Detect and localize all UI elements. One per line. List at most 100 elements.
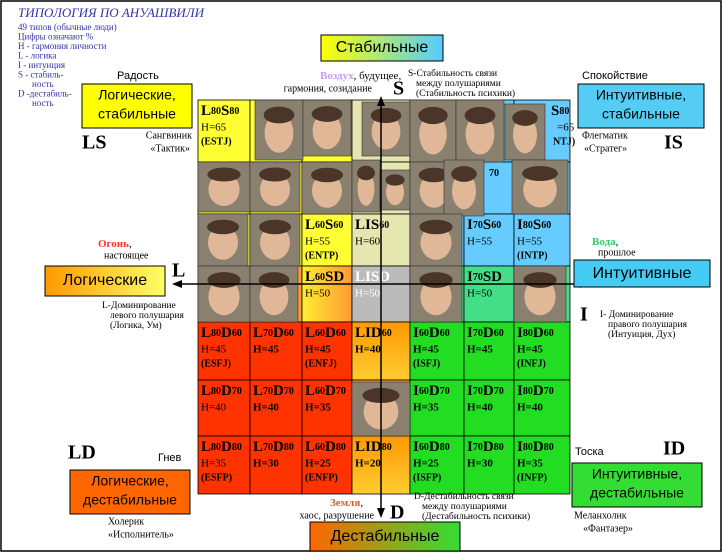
cell-harmony: H=40: [517, 402, 543, 414]
cell-type: (INFJ): [517, 358, 546, 369]
axis-note: S-Стабильность связи: [408, 68, 497, 79]
element-text: настоящее: [104, 250, 149, 261]
photo-face: [419, 113, 447, 155]
cell-harmony: H=25: [305, 458, 331, 470]
box-label: Стабильные: [336, 39, 429, 56]
axis-letter: D: [390, 502, 404, 524]
cell-code: L60D70: [305, 383, 346, 399]
element: Земля,: [330, 497, 363, 509]
cell-code: I70SD: [467, 269, 502, 285]
cell-code: I60D70: [413, 383, 450, 399]
axis-note: (Интуиция, Дух): [608, 329, 675, 340]
temperament: Холерик: [108, 516, 144, 527]
cell: [463, 379, 515, 437]
photo-hair: [259, 167, 291, 182]
cell-type: (ESFJ): [201, 358, 231, 369]
cell: [301, 435, 353, 495]
cell: [409, 435, 465, 495]
cell-harmony: H=50: [305, 288, 331, 300]
photo-face: [513, 116, 537, 154]
photo-face: [259, 278, 289, 316]
box: [571, 462, 703, 508]
cell-code: I80D70: [517, 383, 554, 399]
legend-line: D -дестабиль-: [18, 89, 72, 99]
cell-code: S80: [551, 103, 569, 119]
cell-code: I60D80: [413, 439, 450, 455]
axis-note: L-Доминирование: [102, 301, 176, 311]
photo-hair: [207, 272, 241, 288]
photo-face: [260, 225, 290, 260]
cell-type: (INTP): [517, 250, 548, 261]
legend-line: L - логика: [18, 51, 56, 61]
code: LS: [82, 132, 106, 154]
cell: [463, 265, 515, 323]
axis-letter: I: [580, 304, 588, 326]
photos: [197, 99, 569, 437]
cell-harmony: H=40: [253, 402, 279, 414]
box-label: Логические: [63, 272, 147, 289]
cell-harmony: H=45: [305, 344, 331, 356]
cell-code: I80D80: [517, 439, 554, 455]
cell-code: LISD: [355, 269, 390, 285]
cell-code: I70D80: [467, 439, 504, 455]
cell-code: I80S60: [517, 217, 551, 233]
cell-code: LIS60: [355, 217, 389, 233]
cell-code: L80S80: [201, 103, 239, 119]
photo-hair: [418, 167, 450, 183]
box-label: Интуитивные: [593, 265, 692, 282]
photo-hair: [207, 219, 239, 235]
photo-face: [420, 278, 452, 316]
cell: [301, 321, 353, 381]
box-label: дестабильные: [590, 485, 684, 501]
role: «Стратег»: [584, 143, 627, 154]
photo-face: [420, 225, 452, 260]
temperament: Сангвиник: [146, 130, 192, 141]
cell-harmony: H=30: [253, 458, 279, 470]
arrow: [172, 280, 182, 288]
photo-hair: [311, 167, 343, 183]
cell-harmony: H=45: [253, 344, 279, 356]
legend-line: ность: [32, 79, 54, 89]
photo-hair: [258, 272, 290, 288]
cell: [409, 379, 465, 437]
photo-face: [208, 173, 240, 206]
cell-harmony: =65: [557, 122, 575, 134]
cell-type: (INFP): [517, 472, 547, 483]
photo-hair: [418, 106, 448, 125]
cell-labels: L80S80 H=65 (ESTJ) S80 =65 NTJ) 70 L60S60 H=55 (E…: [201, 103, 575, 483]
arrow: [377, 96, 385, 106]
cell-harmony: H=55: [517, 236, 543, 248]
cell-code: L60SD: [305, 269, 344, 285]
box: [573, 259, 711, 288]
axis-note: D-Дестабильность связи: [414, 491, 514, 502]
cell-harmony: H=50: [355, 288, 381, 300]
arrow: [377, 508, 385, 518]
box-label: Логические,: [91, 473, 169, 489]
axis-letter: S: [393, 78, 404, 100]
cell-harmony: H=30: [467, 458, 493, 470]
photo-hair: [522, 165, 558, 182]
photo-face: [419, 173, 449, 208]
photo-face: [371, 113, 401, 150]
cell-code: I70S60: [467, 217, 501, 233]
cell-code: L60D80: [305, 439, 346, 455]
element: Воздух, будущее,: [320, 70, 401, 82]
element-text: хаос, разрушение: [299, 510, 374, 521]
axis-note: (Дестабильность психики): [422, 511, 530, 522]
cell: [513, 321, 571, 381]
box-label: Логические,: [98, 87, 176, 103]
box: [81, 83, 193, 129]
cell-harmony: H=35: [201, 458, 227, 470]
cell: [463, 435, 515, 495]
cell-code: L80D60: [201, 325, 242, 341]
cell-type: (ESTJ): [201, 136, 232, 147]
emotion: Тоска: [575, 446, 605, 458]
legend: 49 типов (обычные люди)Цифры означают %H…: [18, 22, 117, 108]
legend-line: 49 типов (обычные люди): [18, 22, 117, 32]
element-text: прошлое: [598, 247, 636, 258]
photo-face: [386, 178, 404, 206]
role: «Фантазер»: [583, 523, 633, 534]
title: ТИПОЛОГИЯ ПО АНУАШВИЛИ: [18, 5, 205, 20]
cell-code: L80D70: [201, 383, 242, 399]
